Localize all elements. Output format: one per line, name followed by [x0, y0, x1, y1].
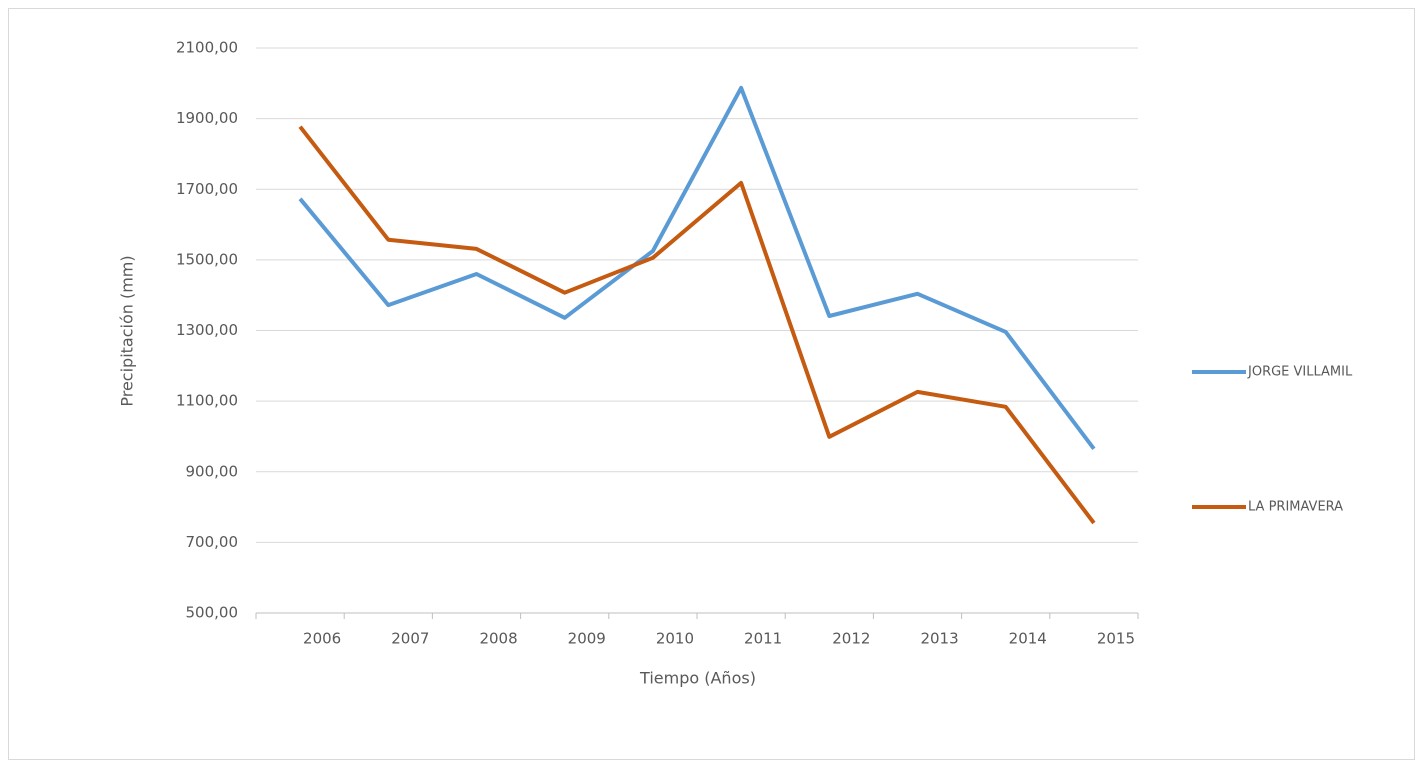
x-tick-label: 2010 [656, 630, 694, 648]
legend-label: LA PRIMAVERA [1248, 500, 1343, 515]
y-tick-label: 1100,00 [176, 392, 238, 410]
y-tick-label: 700,00 [186, 533, 239, 551]
x-tick-label: 2006 [303, 630, 341, 648]
y-tick-label: 900,00 [186, 462, 239, 480]
y-tick-label: 1700,00 [176, 180, 238, 198]
y-tick-label: 500,00 [186, 604, 239, 622]
y-tick-label: 1500,00 [176, 250, 238, 268]
y-tick-label: 1900,00 [176, 109, 238, 127]
x-tick-label: 2014 [1009, 630, 1047, 648]
line-series [298, 125, 1096, 525]
x-tick-label: 2009 [568, 630, 606, 648]
x-tick-label: 2011 [744, 630, 782, 648]
legend-label: JORGE VILLAMIL [1247, 365, 1353, 380]
line-series [298, 85, 1096, 451]
x-tick-label: 2015 [1097, 630, 1135, 648]
x-tick-label: 2008 [479, 630, 517, 648]
chart-frame [8, 8, 1415, 760]
x-axis-label: Tiempo (Años) [639, 669, 756, 688]
x-tick-label: 2007 [391, 630, 429, 648]
y-axis-label: Precipitación (mm) [118, 255, 137, 406]
x-tick-label: 2013 [920, 630, 958, 648]
x-tick-label: 2012 [832, 630, 870, 648]
y-tick-label: 2100,00 [176, 39, 238, 57]
y-tick-label: 1300,00 [176, 321, 238, 339]
